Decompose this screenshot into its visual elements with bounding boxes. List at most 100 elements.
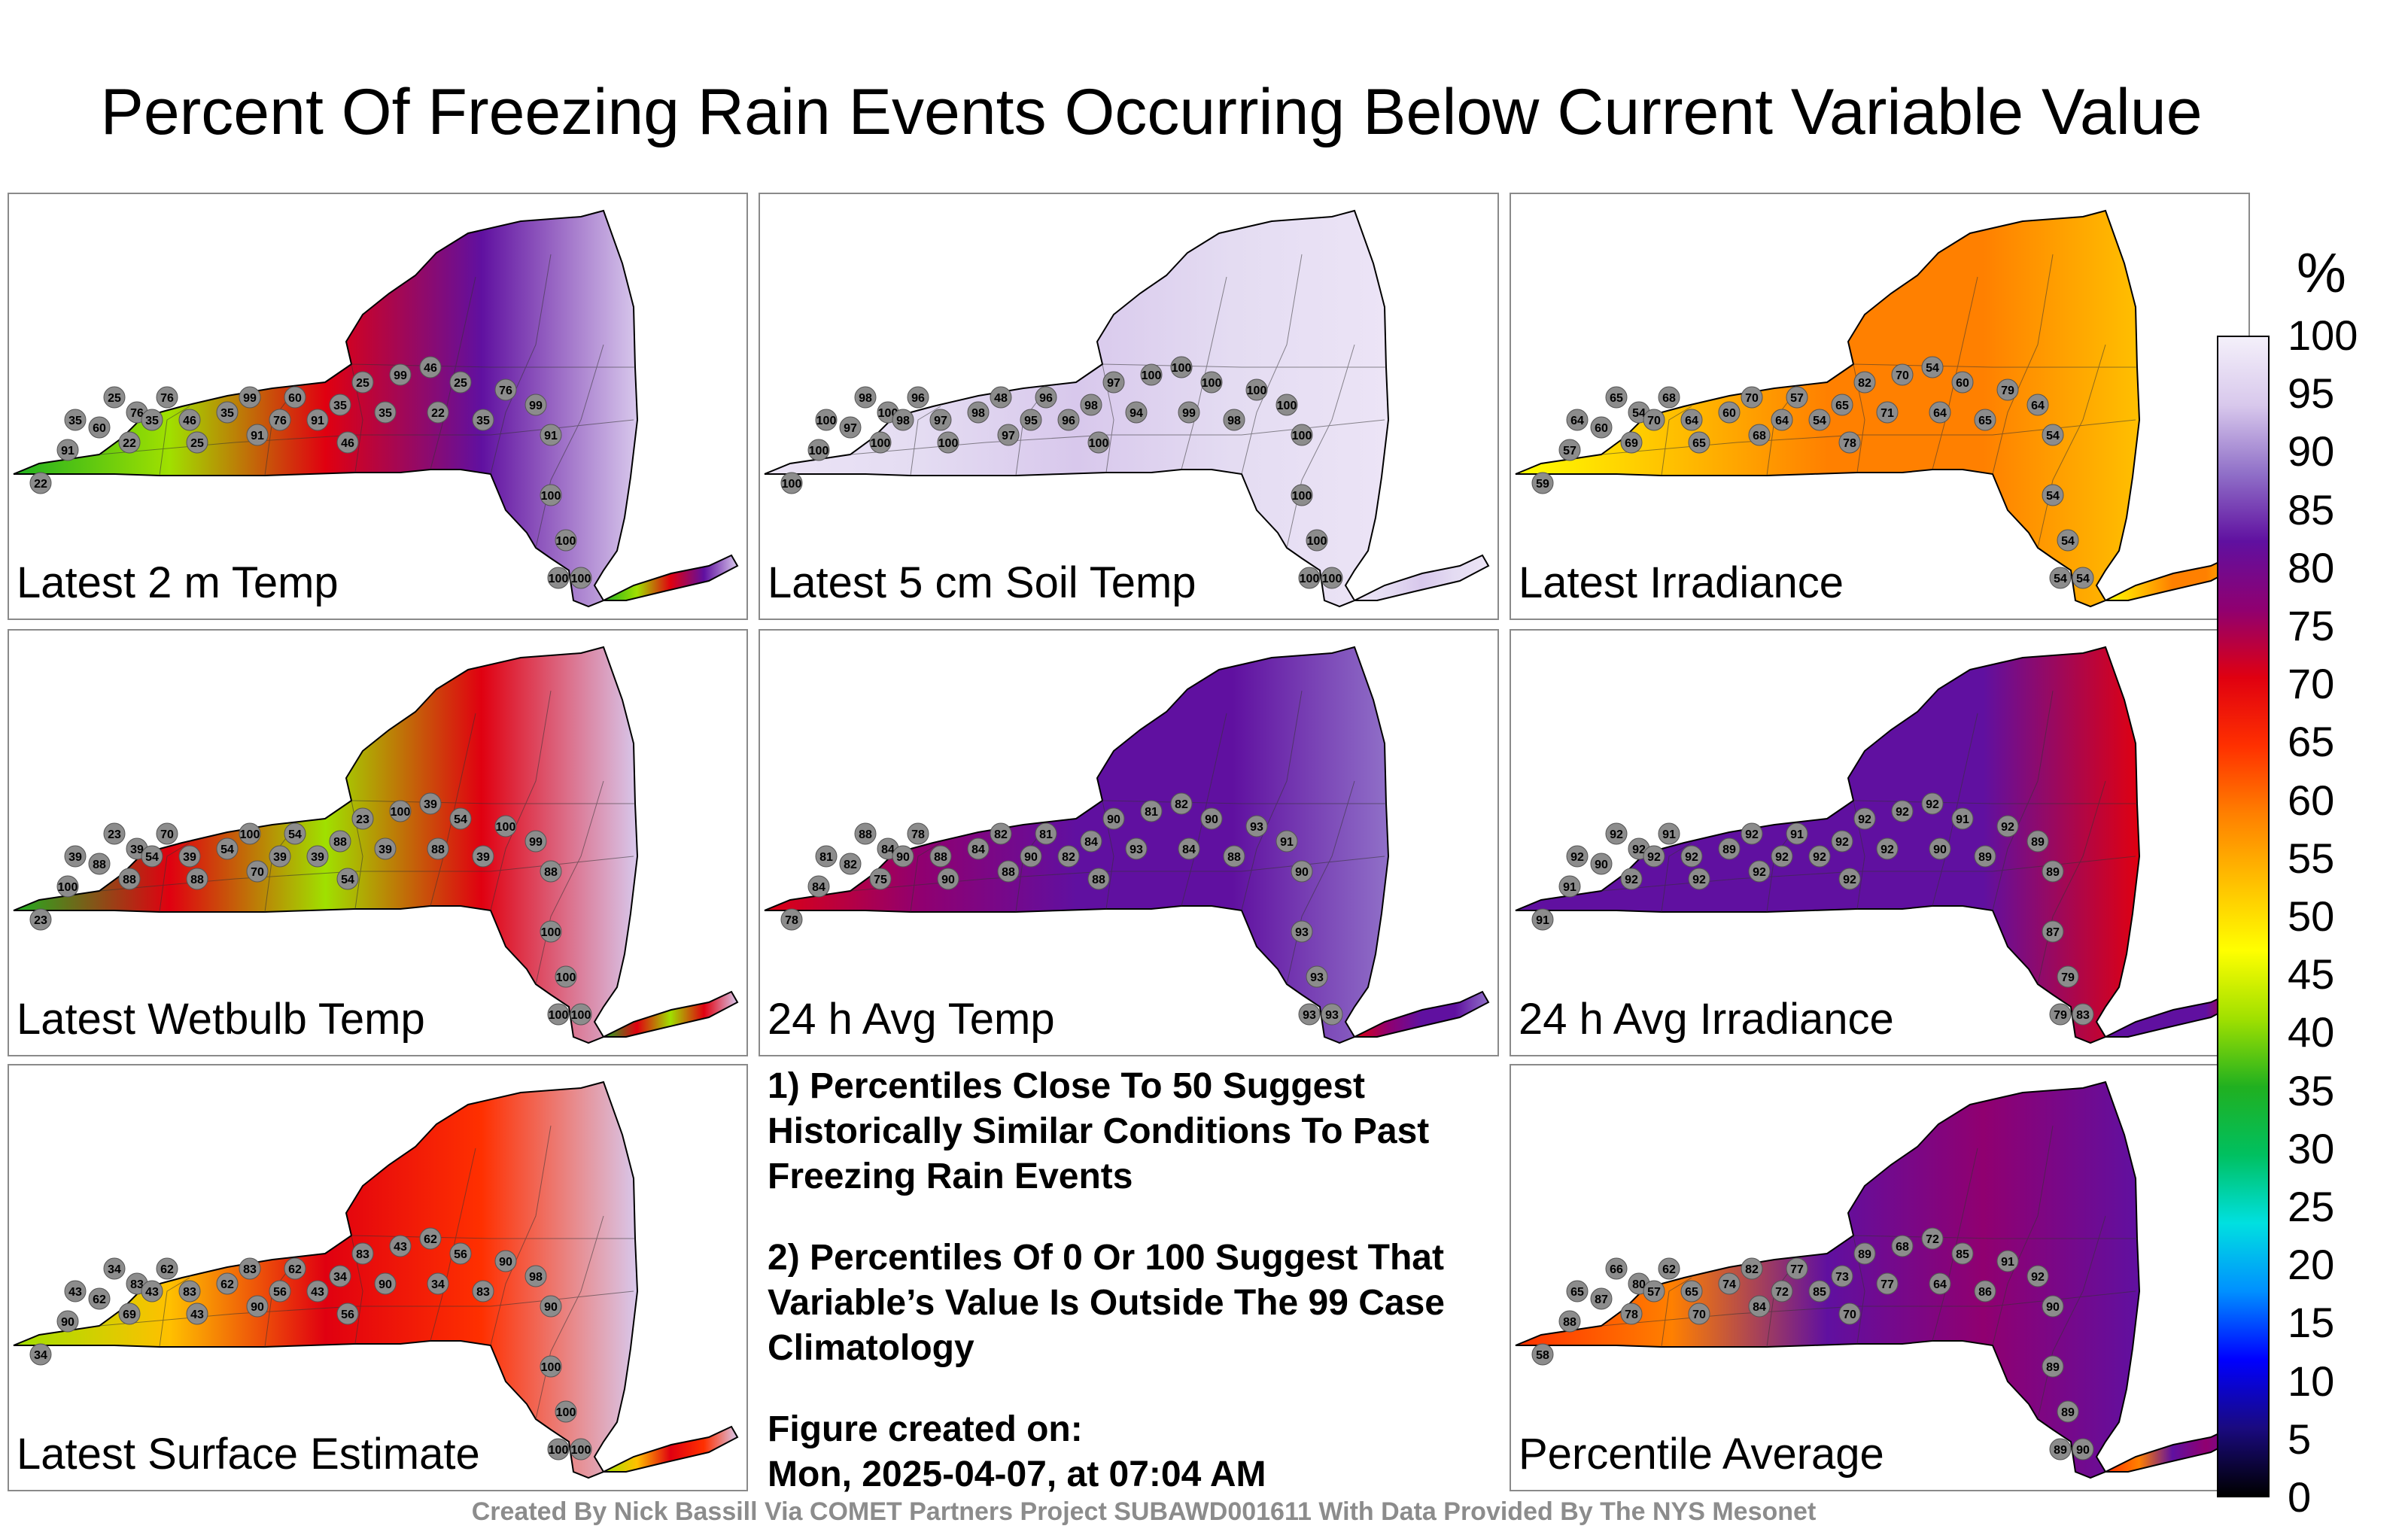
station-dot <box>216 837 239 860</box>
station-marker: 91 <box>1996 1250 2019 1272</box>
station-marker: 91 <box>1951 807 1974 830</box>
station-marker: 70 <box>246 860 269 883</box>
station-dot <box>1102 807 1125 830</box>
state-outline <box>1515 209 2141 608</box>
station-marker: 91 <box>540 424 562 446</box>
station-value: 59 <box>1536 478 1549 491</box>
station-dot <box>547 567 570 589</box>
station-value: 88 <box>1227 851 1241 864</box>
station-dot <box>839 416 862 439</box>
station-marker: 90 <box>1200 807 1223 830</box>
station-dot <box>494 378 517 401</box>
station-dot <box>1688 431 1710 454</box>
station-dot <box>2049 1438 2072 1461</box>
station-dot <box>1786 822 1808 845</box>
station-value: 85 <box>1956 1248 1969 1261</box>
station-dot <box>1245 378 1268 401</box>
station-marker: 35 <box>64 409 87 431</box>
colorbar-tick: 100 <box>2288 312 2358 359</box>
station-marker: 83 <box>178 1280 201 1302</box>
station-marker: 71 <box>1876 401 1899 424</box>
station-value: 100 <box>1277 400 1297 412</box>
colorbar-tick: 65 <box>2288 718 2335 766</box>
station-marker: 85 <box>1951 1242 1974 1265</box>
station-dot <box>269 409 291 431</box>
station-value: 25 <box>108 392 121 405</box>
station-value: 89 <box>1978 851 1992 864</box>
station-dot <box>1658 1257 1680 1280</box>
station-marker: 100 <box>570 1438 592 1461</box>
station-marker: 70 <box>1891 363 1914 386</box>
station-dot <box>1876 1272 1899 1295</box>
station-dot <box>1291 860 1313 883</box>
station-value: 35 <box>220 407 234 420</box>
station-marker: 34 <box>329 1265 351 1287</box>
station-marker: 82 <box>1170 792 1193 815</box>
station-dot <box>64 409 87 431</box>
station-marker: 93 <box>1306 965 1328 988</box>
station-marker: 76 <box>494 378 517 401</box>
station-dot <box>427 401 449 424</box>
map-panel: 78 84 81 82 88 84 75 90 78 88 90 84 82 88 90 81 82 84 88 90… <box>759 629 1499 1056</box>
station-value: 91 <box>311 415 324 427</box>
station-value: 25 <box>356 377 369 390</box>
station-marker: 82 <box>1741 1257 1763 1280</box>
station-marker: 92 <box>1680 845 1703 868</box>
station-marker: 62 <box>156 1257 178 1280</box>
station-value: 92 <box>1610 828 1623 841</box>
station-value: 92 <box>1926 798 1939 811</box>
station-value: 83 <box>243 1263 257 1276</box>
station-marker: 54 <box>1808 409 1831 431</box>
station-value: 97 <box>934 415 947 427</box>
colorbar-tick: 45 <box>2288 950 2335 999</box>
station-dot <box>1531 472 1554 494</box>
station-marker: 96 <box>1057 409 1080 431</box>
station-marker: 97 <box>1102 371 1125 394</box>
station-value: 91 <box>61 445 74 457</box>
state-outline <box>764 646 1390 1044</box>
station-marker: 92 <box>2026 1265 2049 1287</box>
station-dot <box>419 792 442 815</box>
station-value: 54 <box>2054 573 2067 585</box>
station-dot <box>1558 1310 1581 1333</box>
station-dot <box>1718 1272 1741 1295</box>
station-value: 65 <box>1610 392 1623 405</box>
station-value: 43 <box>68 1286 82 1299</box>
station-dot <box>178 845 201 868</box>
station-marker: 65 <box>1566 1280 1589 1302</box>
station-dot <box>1838 1302 1861 1325</box>
station-marker: 46 <box>419 356 442 378</box>
colorbar-tick: 15 <box>2288 1299 2335 1347</box>
station-value: 88 <box>190 874 204 886</box>
station-value: 100 <box>871 437 891 450</box>
station-dot <box>967 401 990 424</box>
station-dot <box>336 1302 359 1325</box>
station-marker: 48 <box>990 386 1012 409</box>
station-value: 35 <box>68 415 82 427</box>
station-value: 91 <box>1790 828 1804 841</box>
station-value: 91 <box>1536 914 1549 927</box>
station-marker: 54 <box>2072 567 2094 589</box>
station-value: 62 <box>160 1263 174 1276</box>
station-value: 83 <box>476 1286 490 1299</box>
station-marker: 54 <box>2057 529 2079 552</box>
station-marker: 89 <box>2026 830 2049 853</box>
station-marker: 83 <box>351 1242 374 1265</box>
station-value: 89 <box>2054 1444 2067 1457</box>
station-dot <box>1718 837 1741 860</box>
station-dot <box>1680 845 1703 868</box>
station-marker: 88 <box>186 868 208 890</box>
station-marker: 96 <box>1035 386 1057 409</box>
station-value: 43 <box>394 1241 407 1254</box>
station-marker: 43 <box>64 1280 87 1302</box>
station-dot <box>449 807 472 830</box>
station-marker: 78 <box>1620 1302 1643 1325</box>
station-value: 39 <box>273 851 287 864</box>
station-dot <box>780 472 803 494</box>
station-marker: 90 <box>494 1250 517 1272</box>
station-value: 88 <box>333 836 347 849</box>
station-dot <box>1688 1302 1710 1325</box>
station-marker: 100 <box>555 1400 577 1423</box>
station-dot <box>524 830 547 853</box>
station-value: 90 <box>941 874 955 886</box>
